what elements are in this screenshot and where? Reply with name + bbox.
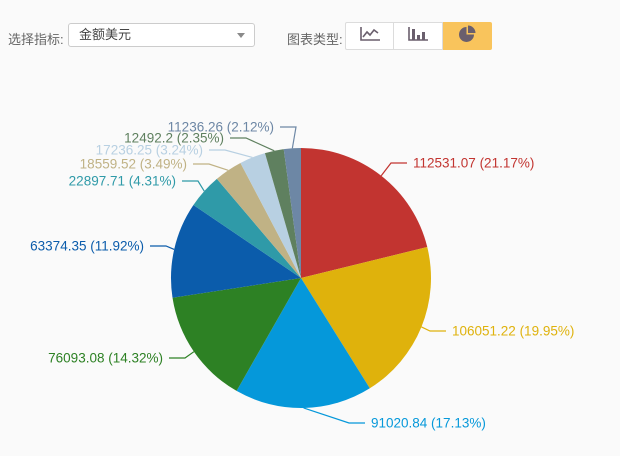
slice-label-5: 22897.71 (4.31%) xyxy=(69,174,176,189)
pie-slice-6[interactable] xyxy=(216,162,301,278)
bar-chart-icon xyxy=(407,26,429,47)
line-chart-button[interactable] xyxy=(345,22,394,50)
indicator-dropdown[interactable]: 金额美元 xyxy=(68,23,255,47)
pie-chart-icon xyxy=(458,25,476,48)
pie-slice-3[interactable] xyxy=(172,278,301,391)
label-leader-line-6 xyxy=(193,163,229,171)
pie-slice-0[interactable] xyxy=(301,148,428,278)
chart-type-button-group xyxy=(345,22,492,50)
slice-label-6: 18559.52 (3.49%) xyxy=(80,157,187,172)
label-leader-line-8 xyxy=(230,137,275,152)
pie-slice-4[interactable] xyxy=(170,205,301,298)
pie-chart-button[interactable] xyxy=(443,22,492,50)
chart-type-label: 图表类型: xyxy=(287,32,343,47)
label-leader-line-2 xyxy=(303,407,365,424)
pie-slice-5[interactable] xyxy=(193,178,301,278)
pie-slice-7[interactable] xyxy=(240,153,301,278)
slice-label-7: 17236.25 (3.24%) xyxy=(96,143,203,158)
indicator-select-label: 选择指标: xyxy=(8,32,64,47)
indicator-dropdown-value: 金额美元 xyxy=(79,27,132,42)
line-chart-icon xyxy=(359,26,381,47)
label-leader-line-7 xyxy=(209,149,253,158)
slice-label-2: 91020.84 (17.13%) xyxy=(371,416,486,431)
label-leader-line-9 xyxy=(280,126,297,149)
label-leader-line-1 xyxy=(421,326,446,332)
pie-slice-1[interactable] xyxy=(301,247,431,389)
label-leader-line-0 xyxy=(380,162,407,177)
pie-slice-2[interactable] xyxy=(236,278,370,408)
chevron-down-icon xyxy=(237,33,245,38)
label-leader-line-4 xyxy=(150,245,175,250)
slice-label-0: 112531.07 (21.17%) xyxy=(413,156,534,171)
pie-slice-9[interactable] xyxy=(283,148,301,278)
slice-label-4: 63374.35 (11.92%) xyxy=(30,239,144,254)
bar-chart-button[interactable] xyxy=(394,22,443,50)
label-leader-line-5 xyxy=(182,180,205,192)
slice-label-3: 76093.08 (14.32%) xyxy=(48,351,163,366)
slice-label-9: 11236.26 (2.12%) xyxy=(168,120,274,135)
slice-label-8: 12492.2 (2.35%) xyxy=(124,131,224,146)
label-leader-line-3 xyxy=(169,351,195,359)
slice-label-1: 106051.22 (19.95%) xyxy=(452,324,574,339)
pie-slice-8[interactable] xyxy=(264,149,301,278)
